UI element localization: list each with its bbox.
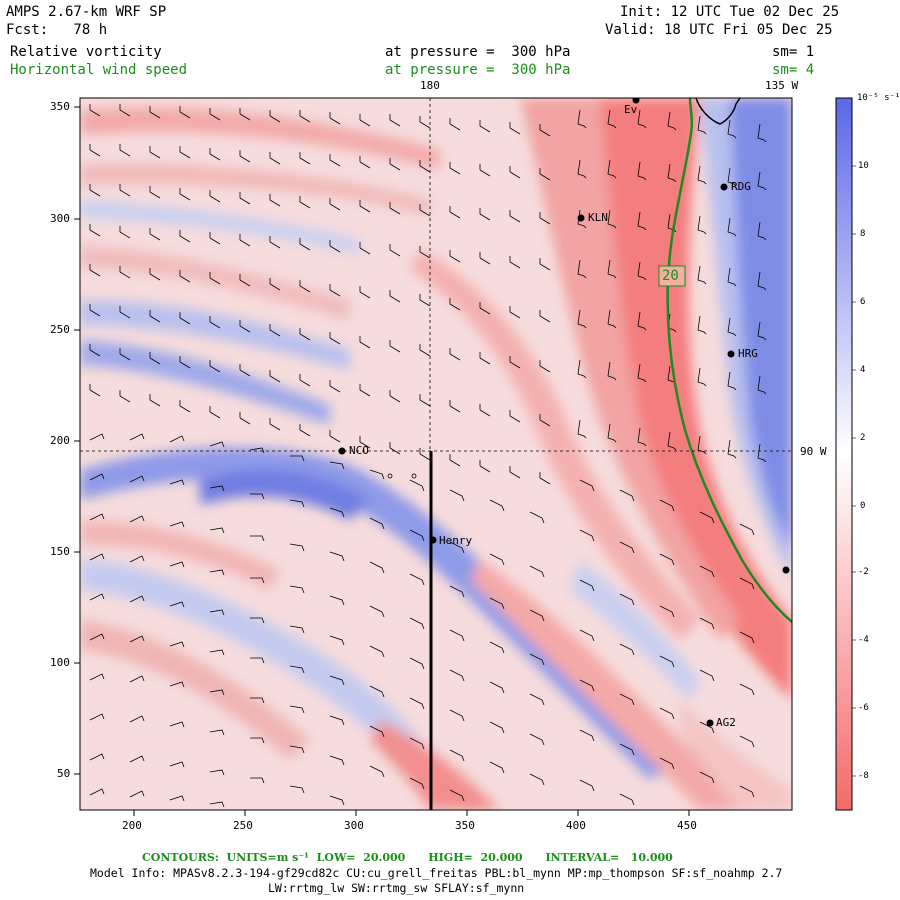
contour-label-box [658, 265, 686, 287]
field2-name: Horizontal wind speed [10, 62, 188, 78]
field1-level: at pressure = 300 hPa [385, 44, 571, 60]
plot-frame [79, 97, 793, 811]
field2-level: at pressure = 300 hPa [385, 62, 571, 78]
station-label: NCO [349, 444, 369, 457]
field2-smoothing: sm= 4 [772, 62, 815, 78]
colorbar-tick-label: -8 [858, 771, 869, 781]
station-dot-hrg [727, 350, 735, 358]
station-dot-kln [577, 214, 585, 222]
colorbar [835, 97, 853, 811]
calm-circle [387, 473, 393, 479]
station-dot-nco [338, 447, 346, 455]
vorticity-field [80, 98, 792, 810]
y-tick-label: 350 [50, 100, 70, 113]
forecast-hour: Fcst: 78 h [6, 22, 108, 38]
model-info: Model Info: MPASv8.2.3-194-gf29cd82c CU:… [90, 866, 783, 880]
colorbar-tick-label: 6 [860, 297, 866, 307]
colorbar-tick-label: -2 [858, 567, 869, 577]
contour-label: 20 [662, 268, 679, 284]
colorbar-tick-label: 2 [860, 433, 866, 443]
station-label: HRG [738, 347, 758, 360]
colorbar-tick-label: -6 [858, 703, 869, 713]
field1-smoothing: sm= 1 [772, 44, 815, 60]
station-label: KLN [588, 211, 608, 224]
lon-label-180: 180 [420, 79, 440, 92]
lon-label-90w: 90 W [800, 445, 827, 458]
station-label: RDG [731, 180, 751, 193]
station-dot-ev [632, 98, 640, 104]
colorbar-tick-label: 0 [860, 501, 866, 511]
colorbar-tick-label: 4 [860, 365, 866, 375]
colorbar-tick-label: -4 [858, 635, 869, 645]
station-dot-henry [429, 536, 437, 544]
model-info-physics: LW:rrtmg_lw SW:rrtmg_sw SFLAY:sf_mynn [268, 881, 525, 895]
x-tick-label: 400 [566, 819, 586, 832]
station-dot-rdg [720, 183, 728, 191]
y-tick-label: 300 [50, 212, 70, 225]
colorbar-unit: 10⁻⁵ s⁻¹ [857, 93, 900, 103]
y-tick-label: 100 [50, 656, 70, 669]
valid-time: Valid: 18 UTC Fri 05 Dec 25 [605, 22, 833, 38]
lon-label-135w: 135 W [765, 79, 799, 92]
station-label: AG2 [716, 716, 736, 729]
colorbar-tick-label: 8 [860, 229, 866, 239]
x-tick-label: 450 [677, 819, 697, 832]
station-label: Henry [439, 534, 473, 547]
contours-info: CONTOURS: UNITS=m s⁻¹ LOW= 20.000 HIGH= … [142, 851, 673, 864]
coastline [695, 98, 741, 125]
colorbar-tick-label: 10 [858, 161, 869, 171]
station-label: Ev [624, 103, 638, 116]
colorbar-ticks [852, 165, 856, 777]
x-tick-label: 250 [233, 819, 253, 832]
x-tick-label: 300 [344, 819, 364, 832]
init-time: Init: 12 UTC Tue 02 Dec 25 [620, 4, 840, 20]
station-dot-edge [782, 566, 790, 574]
y-tick-label: 250 [50, 323, 70, 336]
x-tick-label: 200 [122, 819, 142, 832]
model-title: AMPS 2.67-km WRF SP [6, 4, 167, 20]
field1-name: Relative vorticity [10, 44, 162, 60]
calm-circle [411, 473, 417, 479]
y-tick-label: 150 [50, 545, 70, 558]
y-tick-label: 50 [57, 767, 71, 780]
station-dot-ag2 [706, 719, 714, 727]
x-tick-label: 350 [455, 819, 475, 832]
wind-speed-contour [666, 98, 792, 623]
y-tick-label: 200 [50, 434, 70, 447]
axis-ticks [74, 106, 690, 816]
